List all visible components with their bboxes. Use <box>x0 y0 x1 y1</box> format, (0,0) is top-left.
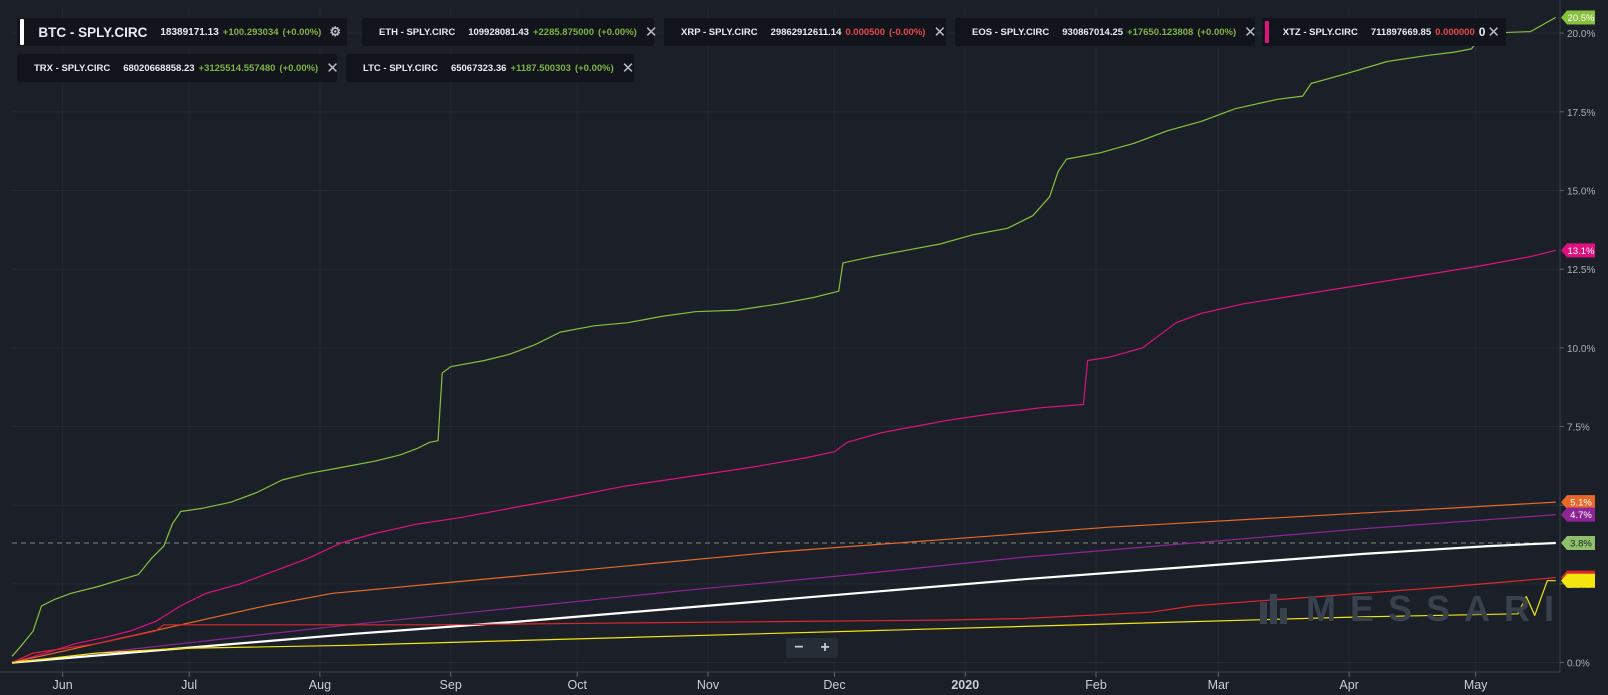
legend-trx-change: +3125514.557480 <box>198 62 276 74</box>
legend-eos-value: 930867014.25 <box>1062 26 1124 38</box>
x-tick-label: May <box>1464 678 1488 692</box>
end-tag-label: 20.5% <box>1568 13 1595 24</box>
x-tick-label: Feb <box>1085 678 1107 692</box>
legend-eth-value: 109928081.43 <box>468 26 529 38</box>
legend-btc-change: +100.293034 <box>222 26 279 38</box>
x-tick-label: Apr <box>1339 678 1358 692</box>
gridlines <box>12 8 1560 672</box>
series-line-trx <box>11 577 1556 664</box>
messari-watermark: MESSARI <box>1260 588 1568 630</box>
legend-eth[interactable]: ETH - SPLY.CIRC 109928081.43 +2285.87500… <box>362 18 657 46</box>
legend-xtz[interactable]: XTZ - SPLY.CIRC 711897669.85 0.000000 0 … <box>1262 18 1506 46</box>
end-tag-eos <box>1561 573 1595 588</box>
end-tag-bg <box>1561 573 1595 588</box>
xtz-color-swatch <box>1265 21 1269 43</box>
end-tag-label: 4.7% <box>1570 510 1592 521</box>
legend-btc-name: BTC - SPLY.CIRC <box>38 24 148 40</box>
legend-eth-name: ETH - SPLY.CIRC <box>379 26 456 38</box>
legend-xrp-pct: (-0.00%) <box>889 26 926 38</box>
series-line-btc <box>11 541 1556 664</box>
remove-eth-close-icon[interactable]: ✕ <box>644 23 658 41</box>
legend-eos-change: +17650.123808 <box>1127 26 1194 38</box>
y-tick-label: 15.0% <box>1567 187 1595 198</box>
end-value-tags: 20.5%13.1%5.1%4.7%3.8%2.7% <box>1561 10 1595 588</box>
x-tick-label: Nov <box>697 678 720 692</box>
end-tag-bg <box>1561 243 1595 258</box>
end-tag-bg <box>1561 535 1595 550</box>
legend-xtz-pct: 0 <box>1478 25 1486 39</box>
legend-xrp-name: XRP - SPLY.CIRC <box>681 26 758 38</box>
legend-ltc-pct: (+0.00%) <box>574 62 614 74</box>
legend-trx-name: TRX - SPLY.CIRC <box>34 62 111 74</box>
legend-xrp-change: 0.000500 <box>845 26 885 38</box>
remove-trx-close-icon[interactable]: ✕ <box>326 59 339 77</box>
watermark-text: MESSARI <box>1306 588 1569 629</box>
y-tick-label: 12.5% <box>1567 265 1595 276</box>
x-tick-label: Mar <box>1208 678 1230 692</box>
legend-xrp[interactable]: XRP - SPLY.CIRC 29862912611.14 0.000500 … <box>664 18 946 46</box>
legend-ltc[interactable]: LTC - SPLY.CIRC 65067323.36 +1187.500303… <box>346 54 634 82</box>
x-tick-label: Jun <box>53 678 73 692</box>
end-tag-xrp: 20.5% <box>1561 10 1595 25</box>
legend-ltc-value: 65067323.36 <box>450 62 507 74</box>
legend-eos[interactable]: EOS - SPLY.CIRC 930867014.25 +17650.1238… <box>955 18 1257 46</box>
series-line-xtz <box>11 249 1556 664</box>
y-tick-label: 17.5% <box>1567 108 1595 119</box>
x-tick-label: 2020 <box>951 678 979 692</box>
legend-ltc-change: +1187.500303 <box>510 62 571 74</box>
legend-btc[interactable]: BTC - SPLY.CIRC 18389171.13 +100.293034 … <box>17 18 347 46</box>
end-tag-label: 3.8% <box>1570 538 1592 549</box>
remove-ltc-close-icon[interactable]: ✕ <box>621 59 635 77</box>
legend-eos-pct: (+0.00%) <box>1197 26 1237 38</box>
legend-trx-pct: (+0.00%) <box>279 62 319 74</box>
legend-eth-pct: (+0.00%) <box>598 26 637 38</box>
end-tag-btc: 3.8% <box>1561 535 1595 550</box>
x-tick-labels: Jun Jul Aug Sep Oct Nov Dec 2020 Feb Mar Apr May <box>53 672 1488 692</box>
legend-ltc-name: LTC - SPLY.CIRC <box>363 62 438 74</box>
legend-xrp-value: 29862912611.14 <box>770 26 842 38</box>
legend-btc-pct: (+0.00%) <box>282 26 322 38</box>
settings-gear-icon[interactable]: ⚙ <box>329 24 341 39</box>
end-tag-label: 5.1% <box>1570 498 1592 509</box>
end-tag-bg <box>1561 10 1595 25</box>
legend-btc-value: 18389171.13 <box>160 26 219 38</box>
zoom-out-button[interactable]: − <box>794 639 804 656</box>
series-layer <box>11 16 1557 664</box>
series-line-eth <box>11 514 1556 664</box>
end-tag-eth: 4.7% <box>1561 507 1595 522</box>
legend-xtz-name: XTZ - SPLY.CIRC <box>1282 26 1358 38</box>
end-tag-ltc: 5.1% <box>1561 495 1595 510</box>
y-tick-label: 7.5% <box>1567 423 1590 434</box>
series-line-xrp <box>11 16 1557 657</box>
series-line-eos <box>11 580 1556 664</box>
x-tick-label: Dec <box>823 678 845 692</box>
legend-eos-name: EOS - SPLY.CIRC <box>972 26 1050 38</box>
end-tag-bg <box>1561 507 1595 522</box>
end-tag-bg <box>1561 495 1595 510</box>
legend-trx-value: 68020668858.23 <box>123 62 195 74</box>
y-tick-label: 20.0% <box>1567 29 1595 40</box>
legend-trx[interactable]: TRX - SPLY.CIRC 68020668858.23 +3125514.… <box>17 54 339 82</box>
end-tag-label: 13.1% <box>1568 246 1595 257</box>
remove-eos-close-icon[interactable]: ✕ <box>1244 23 1257 41</box>
btc-color-swatch <box>20 19 25 45</box>
x-tick-label: Oct <box>567 678 587 692</box>
x-tick-label: Jul <box>181 678 197 692</box>
end-tag-xtz: 13.1% <box>1561 243 1595 258</box>
zoom-controls: − + <box>786 638 838 658</box>
x-tick-label: Sep <box>440 678 462 692</box>
remove-xtz-close-icon[interactable]: ✕ <box>1487 23 1500 41</box>
legend-xtz-value: 711897669.85 <box>1370 26 1432 38</box>
y-tick-label: 0.0% <box>1567 659 1590 670</box>
y-tick-label: 10.0% <box>1567 344 1595 355</box>
zoom-in-button[interactable]: + <box>820 639 830 656</box>
messari-logo-icon <box>1260 594 1290 624</box>
remove-xrp-close-icon[interactable]: ✕ <box>933 23 947 41</box>
legend-eth-change: +2285.875000 <box>532 26 594 38</box>
x-tick-label: Aug <box>309 678 331 692</box>
legend-xtz-change: 0.000000 <box>1435 26 1475 38</box>
